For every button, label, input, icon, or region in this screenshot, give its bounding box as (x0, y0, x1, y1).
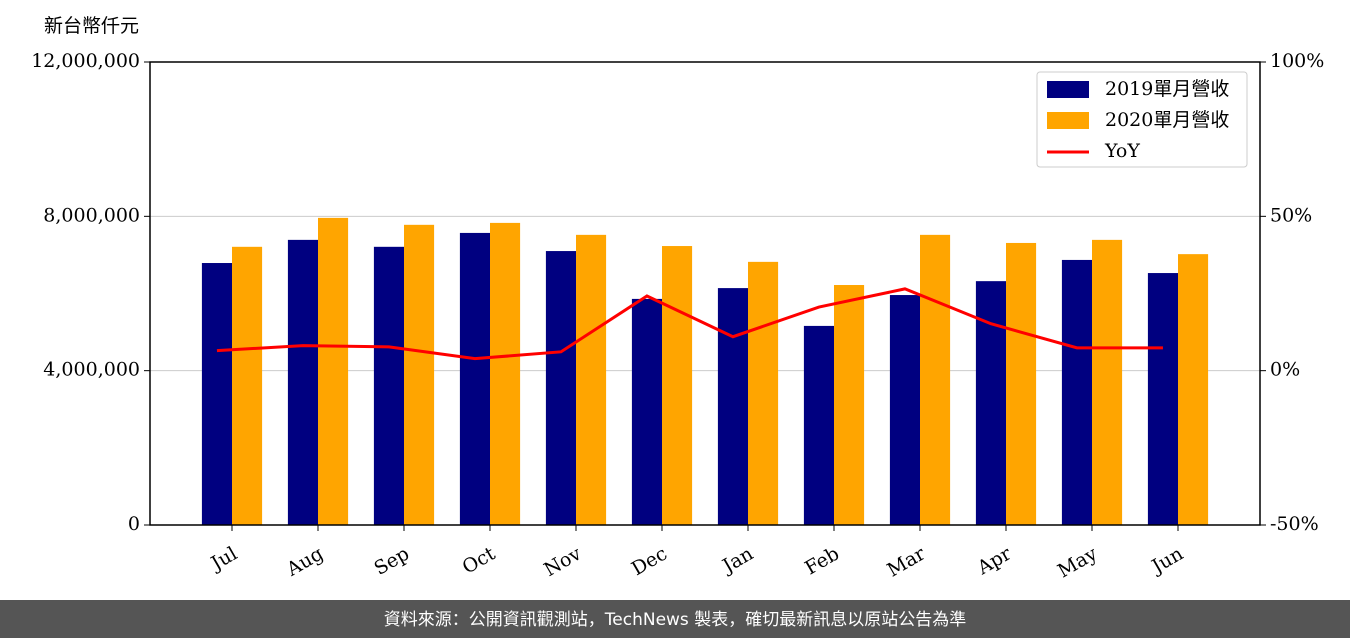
y-unit-label: 新台幣仟元 (44, 15, 139, 37)
bar (717, 288, 748, 525)
x-tick-label: Oct (459, 542, 500, 578)
y-tick-label: 12,000,000 (31, 50, 140, 72)
y2-tick-label: 100% (1270, 50, 1324, 72)
x-tick-label: Aug (282, 543, 327, 582)
bar (404, 224, 435, 526)
footer: 資料來源：公開資訊觀測站，TechNews 製表，確切最新訊息以原站公告為準 (384, 610, 966, 630)
x-tick-label: Nov (540, 542, 585, 581)
bar (232, 246, 263, 526)
x-tick-label: Apr (973, 542, 1016, 579)
bar (748, 261, 779, 525)
y2-tick-label: -50% (1270, 513, 1319, 535)
bar (459, 232, 490, 525)
legend-label: YoY (1104, 140, 1140, 162)
x-tick-label: May (1054, 542, 1101, 582)
x-tick-label: Dec (628, 543, 671, 581)
bar (975, 281, 1006, 525)
bar (287, 239, 318, 525)
bar (545, 251, 576, 525)
bar (834, 285, 865, 525)
x-tick-label: Jun (1146, 543, 1187, 579)
x-tick-label: Sep (370, 543, 413, 580)
bar (318, 217, 349, 526)
bar (576, 234, 607, 525)
legend-label: 2020單月營收 (1105, 109, 1229, 131)
bar (1178, 254, 1209, 525)
y2-tick-label: 50% (1270, 204, 1312, 226)
bar (373, 246, 404, 526)
x-tick-label: Jul (206, 543, 241, 576)
bar (490, 222, 521, 525)
bar (201, 263, 232, 525)
bar (631, 298, 662, 525)
legend-label: 2019單月營收 (1105, 78, 1229, 100)
bar (1061, 259, 1092, 525)
bar (1092, 239, 1123, 525)
y-tick-label: 4,000,000 (43, 359, 140, 381)
y2-tick-label: 0% (1270, 359, 1300, 381)
plot-frame (149, 61, 1261, 526)
legend-swatch (1047, 81, 1089, 98)
legend-swatch (1047, 112, 1089, 129)
bar (1147, 273, 1178, 525)
bar (803, 325, 834, 525)
bar (920, 234, 951, 525)
y-tick-label: 0 (128, 513, 140, 535)
footer-bar (0, 600, 1350, 638)
x-tick-label: Mar (883, 542, 929, 581)
bar (1006, 242, 1037, 526)
bar (662, 246, 693, 526)
x-tick-label: Jan (717, 543, 757, 579)
x-tick-label: Feb (801, 543, 843, 580)
y-tick-label: 8,000,000 (43, 204, 140, 226)
bar (889, 295, 920, 525)
legend-box (1036, 71, 1248, 168)
line (216, 287, 1163, 361)
